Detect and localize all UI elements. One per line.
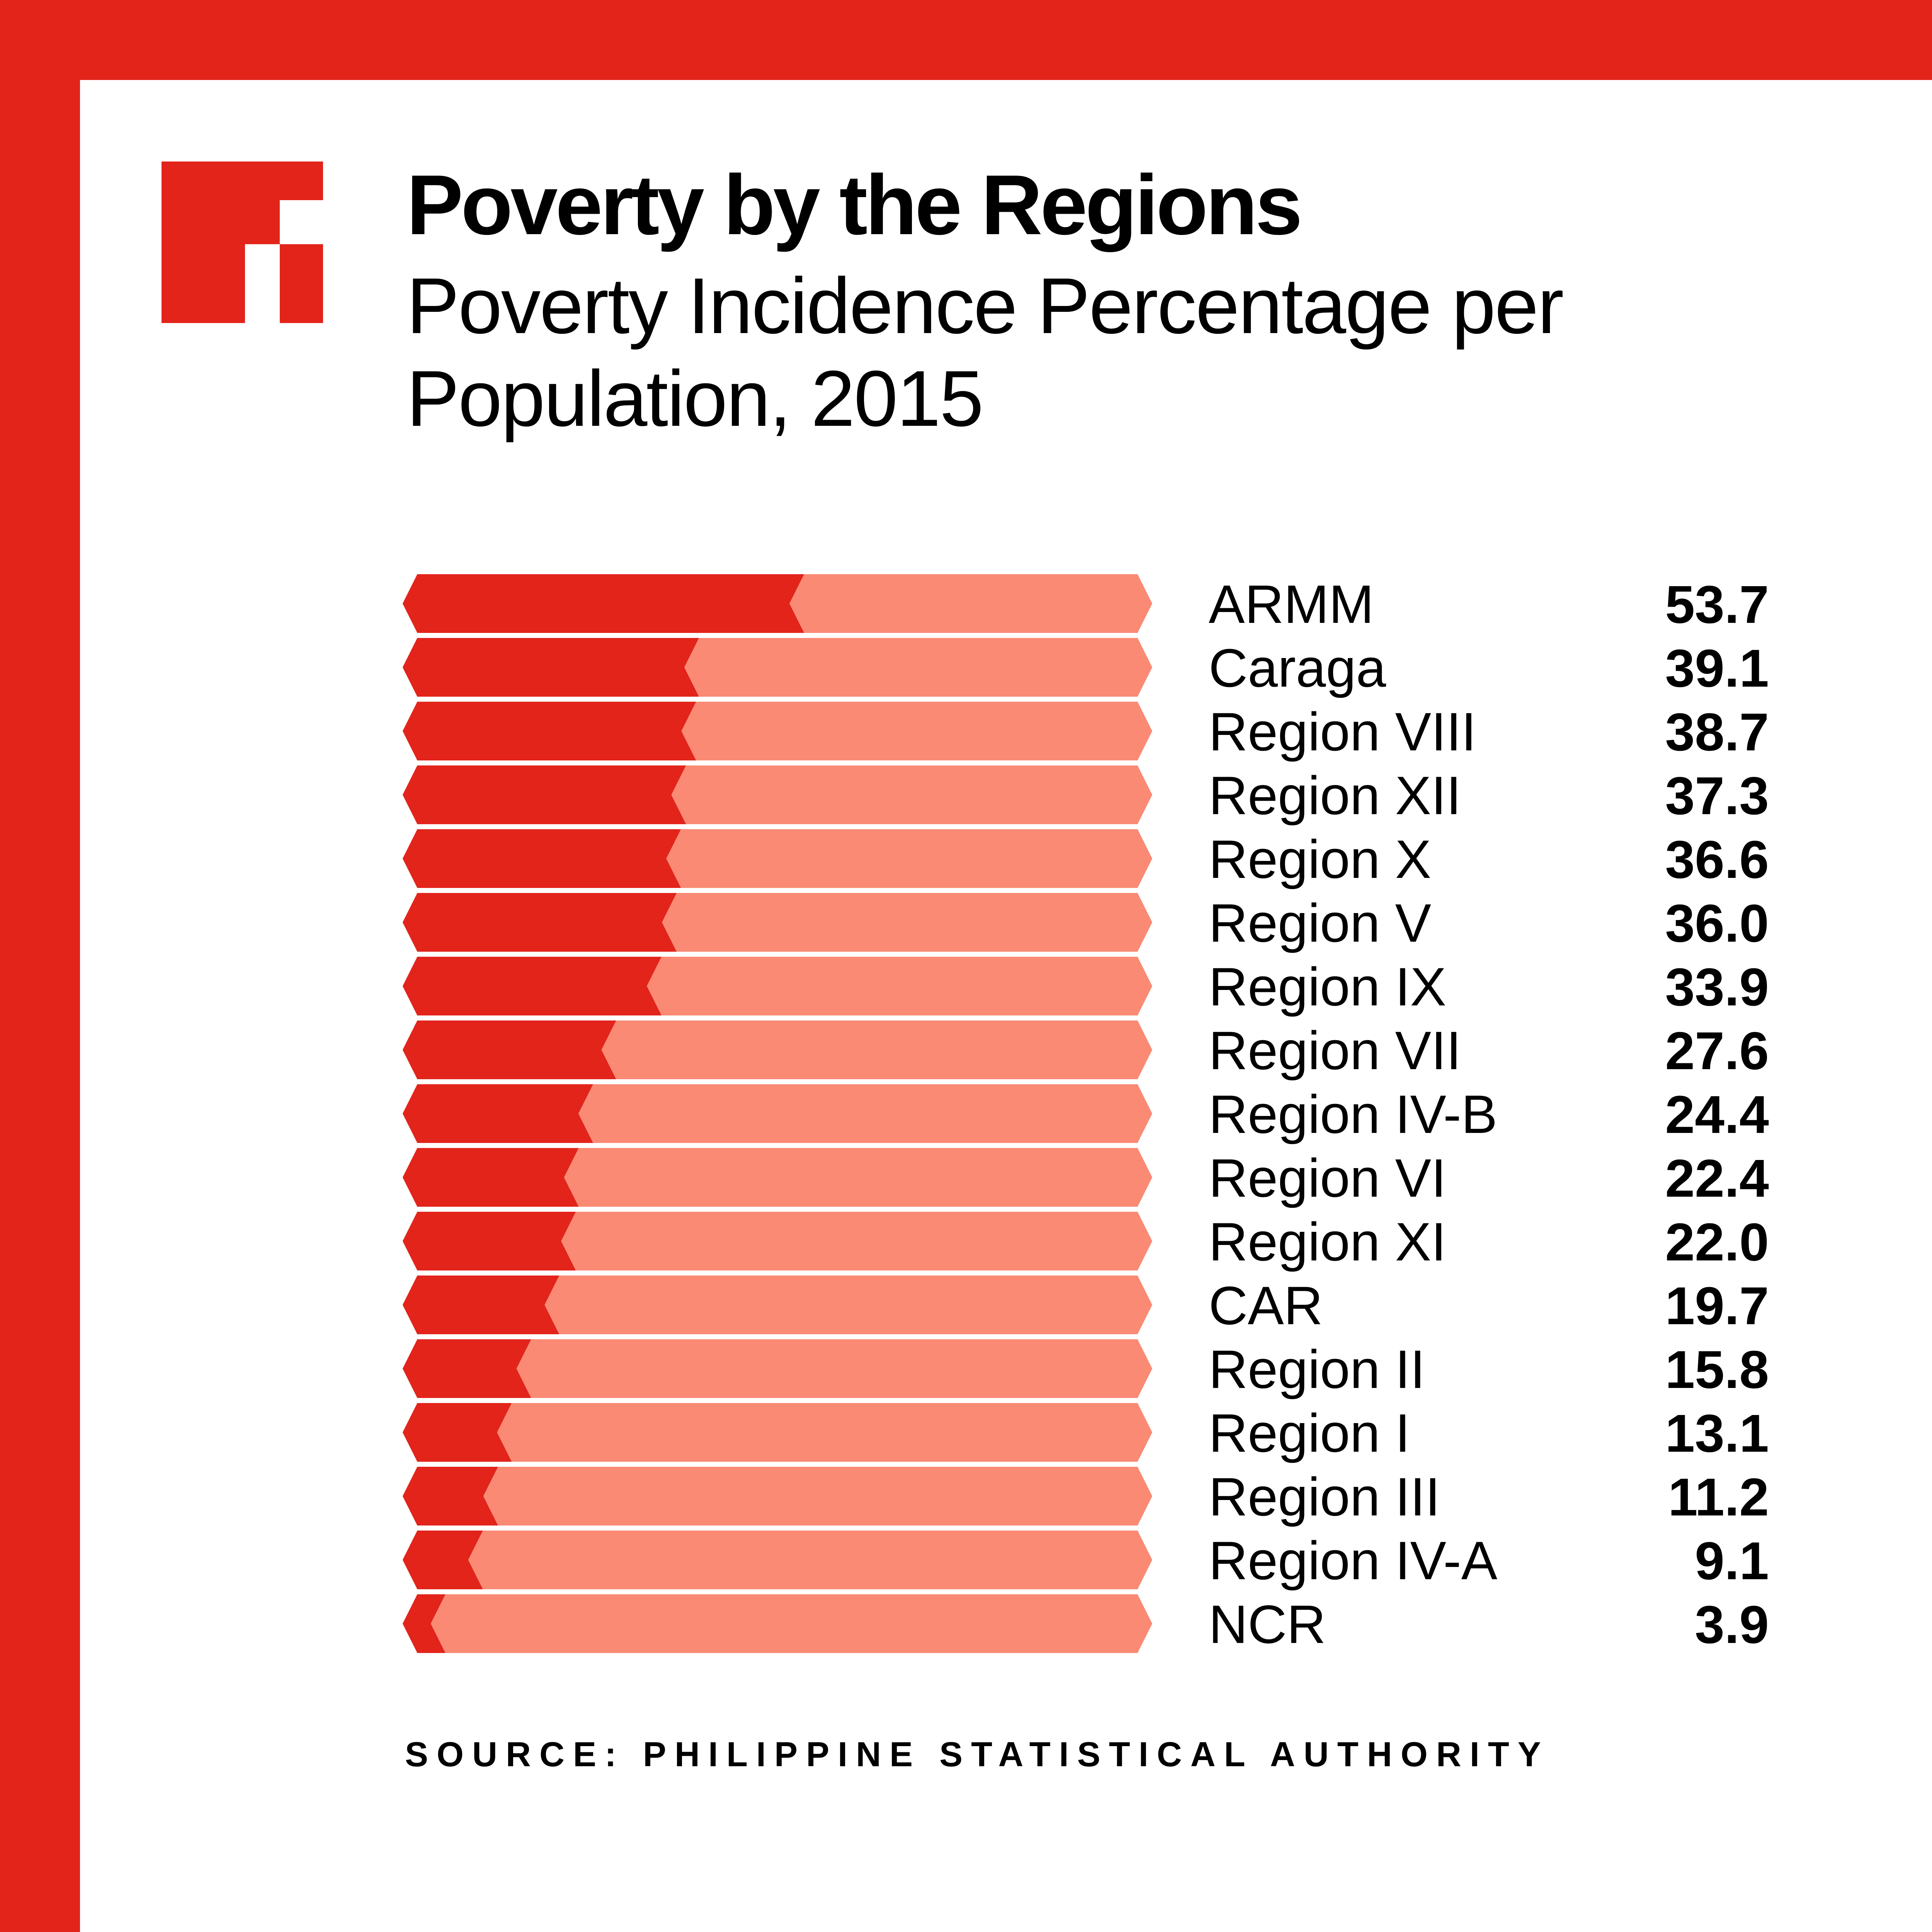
bar-track <box>403 1594 1152 1653</box>
bar <box>403 765 686 824</box>
bar-track <box>403 1403 1152 1462</box>
value-label: 39.1 <box>1665 639 1769 698</box>
category-label: Region VI <box>1209 1148 1446 1208</box>
value-label: 33.9 <box>1665 957 1769 1017</box>
bar <box>403 1531 483 1589</box>
category-label: Region VIII <box>1209 701 1476 762</box>
value-label: 22.0 <box>1665 1213 1769 1272</box>
logo-mark-gap <box>162 200 202 323</box>
category-label: Region III <box>1209 1466 1440 1527</box>
category-label: Region IV-A <box>1209 1530 1498 1591</box>
value-label: 38.7 <box>1665 702 1769 762</box>
bar <box>403 1594 446 1653</box>
value-label: 24.4 <box>1665 1085 1769 1145</box>
bar <box>403 574 804 633</box>
category-label: Region XI <box>1209 1211 1446 1272</box>
category-label: Region IX <box>1209 956 1446 1017</box>
value-label: 36.6 <box>1665 830 1769 889</box>
chart-subtitle: Poverty Incidence Percentage per Populat… <box>406 262 1564 443</box>
value-label: 22.4 <box>1665 1149 1769 1208</box>
chart-title: Poverty by the Regions <box>406 157 1303 252</box>
bar-track <box>403 1467 1152 1526</box>
bar-track <box>403 1339 1152 1398</box>
bar <box>403 638 699 697</box>
source-note: SOURCE: PHILIPPINE STATISTICAL AUTHORITY <box>405 1735 1549 1774</box>
bar <box>403 893 677 952</box>
category-label: Region II <box>1209 1339 1425 1400</box>
logo-mark <box>162 162 323 323</box>
value-label: 3.9 <box>1695 1595 1769 1655</box>
bar <box>403 1403 512 1462</box>
bar <box>403 829 681 888</box>
bar <box>403 1212 576 1270</box>
bar <box>403 1020 616 1079</box>
bar <box>403 702 696 760</box>
value-label: 15.8 <box>1665 1340 1769 1400</box>
bar-track <box>403 1276 1152 1334</box>
bar-track <box>403 1531 1152 1589</box>
bar <box>403 1339 531 1398</box>
bar-track <box>403 1212 1152 1270</box>
category-label: Region X <box>1209 829 1431 889</box>
value-label: 53.7 <box>1665 575 1769 634</box>
bar <box>403 1276 560 1334</box>
category-label: Region XII <box>1209 765 1461 826</box>
bar <box>403 1084 593 1143</box>
bar-track <box>403 1148 1152 1207</box>
category-label: NCR <box>1209 1594 1326 1655</box>
value-label: 13.1 <box>1665 1404 1769 1463</box>
value-label: 9.1 <box>1695 1531 1769 1591</box>
category-label: CAR <box>1209 1275 1323 1336</box>
category-label: Region IV-B <box>1209 1084 1497 1145</box>
category-label: ARMM <box>1209 574 1374 634</box>
value-label: 27.6 <box>1665 1021 1769 1081</box>
bar <box>403 1467 498 1526</box>
value-label: 36.0 <box>1665 894 1769 953</box>
publication-logo <box>162 162 323 323</box>
bar <box>403 1148 579 1207</box>
category-label: Region V <box>1209 893 1431 953</box>
category-label: Region VII <box>1209 1020 1461 1081</box>
value-label: 11.2 <box>1668 1468 1769 1527</box>
value-label: 37.3 <box>1665 766 1769 826</box>
category-label: Region I <box>1209 1403 1410 1463</box>
bar-track <box>403 1084 1152 1143</box>
bar <box>403 957 662 1015</box>
category-label: Caraga <box>1209 638 1386 698</box>
value-label: 19.7 <box>1665 1276 1769 1336</box>
